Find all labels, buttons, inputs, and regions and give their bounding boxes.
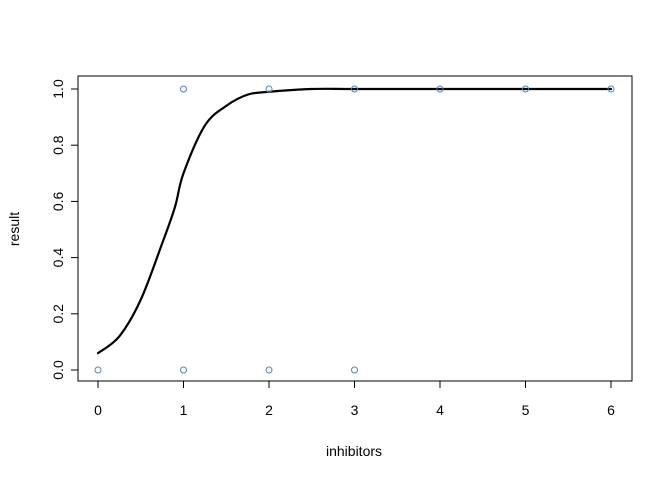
data-points <box>94 85 615 374</box>
data-point <box>436 85 444 93</box>
x-tick-label: 5 <box>522 402 530 418</box>
y-tick-label: 0.0 <box>50 360 66 380</box>
x-tick-label: 3 <box>351 402 359 418</box>
x-tick-label: 6 <box>607 402 615 418</box>
data-point <box>607 85 615 93</box>
y-tick-label: 0.2 <box>50 304 66 324</box>
x-tick-label: 1 <box>180 402 188 418</box>
fitted-logistic-curve <box>96 87 613 355</box>
y-axis: 0.0 0.2 0.4 0.6 0.8 1.0 <box>50 79 79 380</box>
y-axis-title: result <box>6 212 22 246</box>
y-tick-label: 0.4 <box>50 248 66 268</box>
y-tick-label: 0.8 <box>50 135 66 155</box>
x-axis-title: inhibitors <box>326 443 382 459</box>
data-point <box>180 366 187 374</box>
data-point <box>265 366 273 374</box>
data-point <box>265 85 273 93</box>
x-tick-label: 2 <box>265 402 273 418</box>
data-point <box>351 366 358 374</box>
x-tick-label: 0 <box>94 402 102 418</box>
x-tick-label: 4 <box>436 402 444 418</box>
data-point <box>351 85 358 93</box>
data-point <box>522 85 529 93</box>
data-point <box>180 85 187 93</box>
data-point <box>94 366 102 374</box>
y-tick-label: 0.6 <box>50 191 66 211</box>
y-tick-label: 1.0 <box>50 79 66 99</box>
plot-frame <box>77 75 633 382</box>
x-axis: 0 1 2 3 4 5 6 <box>94 380 615 418</box>
